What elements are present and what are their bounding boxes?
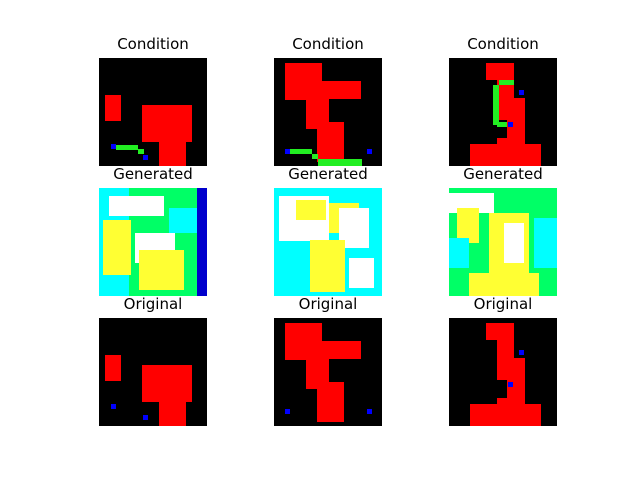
condition-svg-2 bbox=[285, 63, 372, 166]
generated-block bbox=[279, 243, 304, 273]
condition-block bbox=[285, 149, 290, 154]
generated-block bbox=[449, 238, 469, 268]
generated-image-3 bbox=[449, 188, 557, 296]
condition-block bbox=[159, 142, 186, 166]
generated-block bbox=[457, 208, 479, 243]
condition-block bbox=[306, 81, 361, 99]
generated-block bbox=[197, 188, 207, 296]
original-block bbox=[367, 409, 372, 414]
original-block bbox=[470, 404, 541, 426]
condition-block bbox=[499, 80, 514, 85]
original-svg-2 bbox=[285, 323, 372, 422]
generated-svg-1 bbox=[99, 188, 207, 296]
generated-block bbox=[349, 258, 374, 288]
title-condition-2: Condition bbox=[292, 35, 364, 53]
original-block bbox=[497, 398, 519, 404]
condition-svg-3 bbox=[470, 63, 541, 166]
condition-block bbox=[143, 155, 148, 160]
condition-block bbox=[497, 138, 519, 144]
condition-block bbox=[306, 99, 329, 129]
original-block bbox=[143, 415, 148, 420]
condition-block bbox=[497, 122, 507, 127]
title-condition-1: Condition bbox=[117, 35, 189, 53]
condition-block bbox=[105, 95, 121, 121]
generated-block bbox=[469, 273, 539, 296]
condition-image-3 bbox=[449, 58, 557, 166]
original-block bbox=[486, 323, 514, 340]
generated-block bbox=[103, 220, 131, 275]
original-block bbox=[507, 358, 525, 404]
original-block bbox=[519, 350, 524, 355]
generated-image-2 bbox=[274, 188, 382, 296]
condition-block bbox=[519, 90, 524, 95]
generated-block bbox=[310, 240, 345, 292]
condition-block bbox=[290, 149, 312, 154]
original-block bbox=[508, 382, 513, 387]
generated-block bbox=[296, 200, 326, 220]
condition-block bbox=[507, 98, 525, 144]
generated-svg-2 bbox=[274, 188, 382, 296]
generated-block bbox=[504, 223, 524, 263]
title-generated-3: Generated bbox=[463, 165, 543, 183]
condition-image-1 bbox=[99, 58, 207, 166]
original-block bbox=[306, 341, 361, 359]
condition-block bbox=[318, 159, 362, 166]
generated-block bbox=[169, 208, 199, 233]
title-condition-3: Condition bbox=[467, 35, 539, 53]
condition-block bbox=[138, 149, 144, 154]
condition-block bbox=[470, 144, 541, 166]
original-image-2 bbox=[274, 318, 382, 426]
title-generated-2: Generated bbox=[288, 165, 368, 183]
title-original-1: Original bbox=[123, 295, 183, 313]
condition-block bbox=[493, 85, 499, 125]
original-block bbox=[111, 404, 116, 409]
condition-image-2 bbox=[274, 58, 382, 166]
generated-block bbox=[534, 218, 557, 268]
original-svg-1 bbox=[105, 355, 192, 426]
condition-block bbox=[367, 149, 372, 154]
condition-block bbox=[508, 122, 513, 127]
original-block bbox=[306, 359, 329, 389]
generated-block bbox=[139, 250, 184, 290]
generated-block bbox=[109, 196, 164, 216]
generated-image-1 bbox=[99, 188, 207, 296]
title-original-2: Original bbox=[298, 295, 358, 313]
condition-block bbox=[317, 122, 344, 162]
condition-block bbox=[111, 144, 116, 149]
original-block bbox=[317, 382, 344, 422]
title-original-3: Original bbox=[473, 295, 533, 313]
condition-block bbox=[116, 145, 138, 150]
original-image-1 bbox=[99, 318, 207, 426]
condition-block bbox=[486, 63, 514, 80]
original-block bbox=[285, 409, 290, 414]
generated-svg-3 bbox=[449, 188, 557, 296]
title-generated-1: Generated bbox=[113, 165, 193, 183]
condition-svg-1 bbox=[105, 95, 192, 166]
original-block bbox=[142, 365, 192, 402]
condition-block bbox=[142, 105, 192, 142]
original-svg-3 bbox=[470, 323, 541, 426]
original-block bbox=[159, 402, 186, 426]
original-image-3 bbox=[449, 318, 557, 426]
condition-block bbox=[312, 154, 318, 159]
original-block bbox=[105, 355, 121, 381]
